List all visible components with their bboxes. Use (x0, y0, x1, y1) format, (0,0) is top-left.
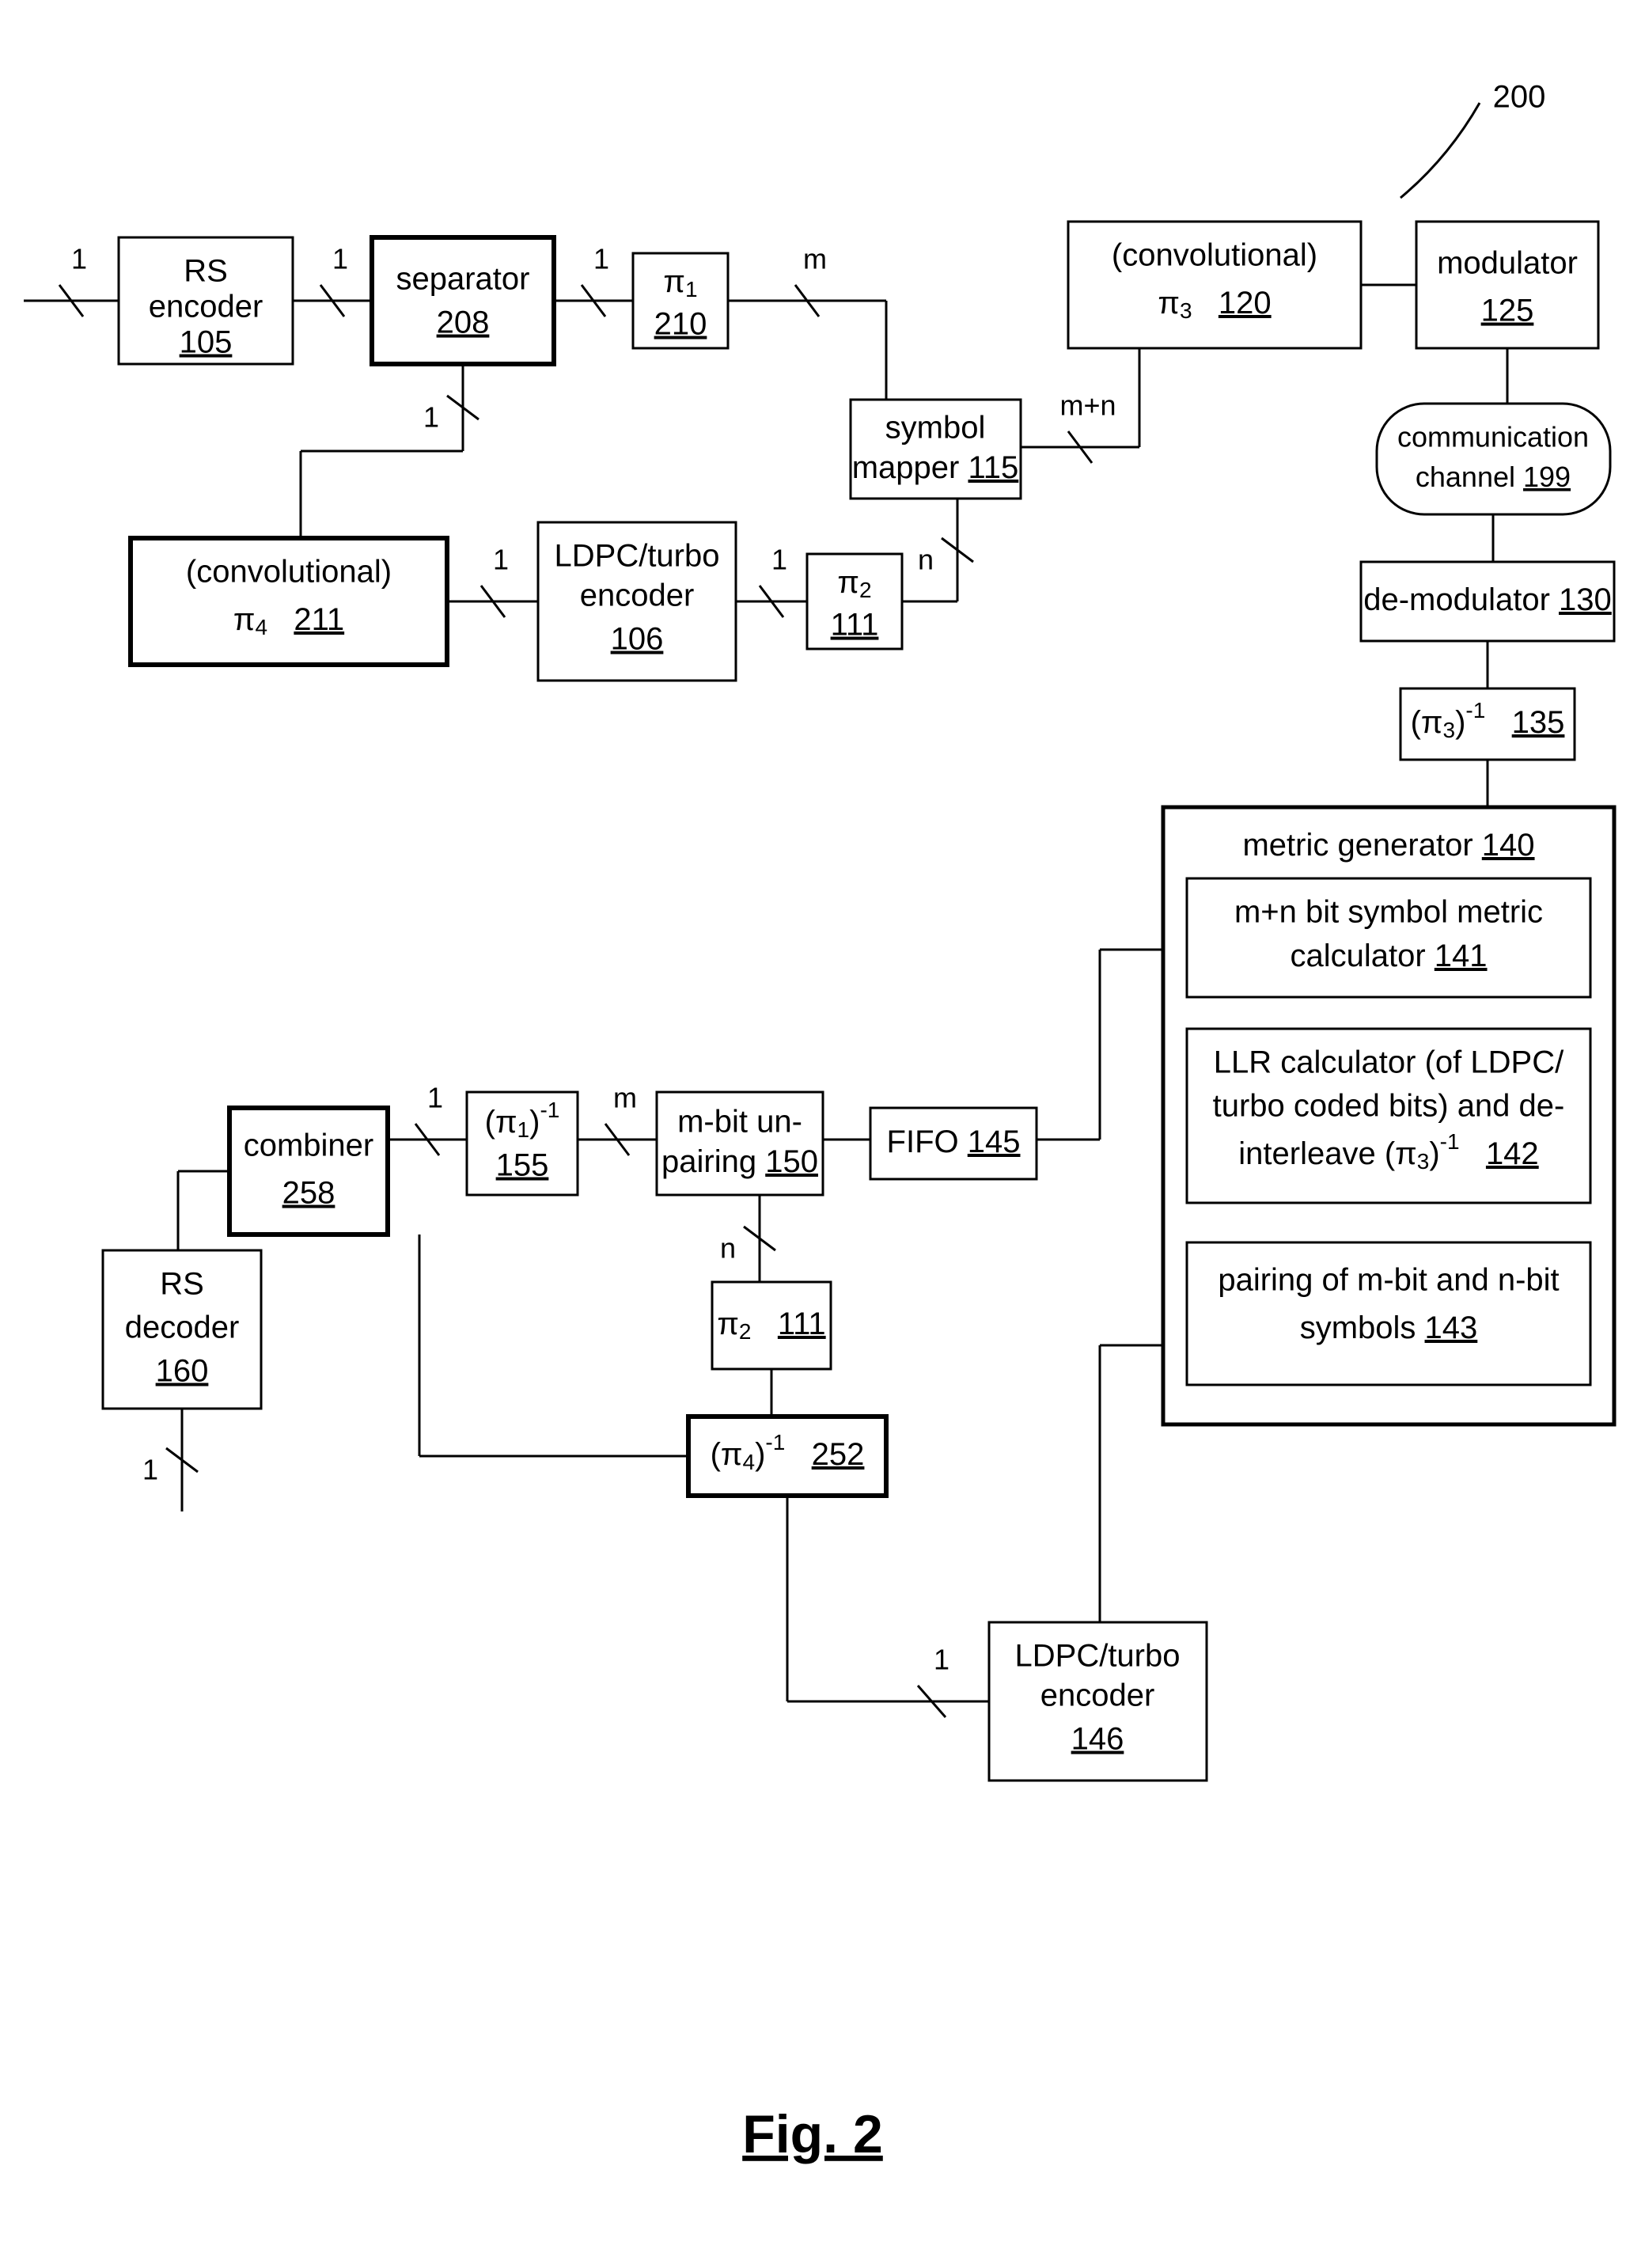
metric-generator-label: metric generator 140 (1242, 828, 1534, 863)
symbol-mapper-label2: mapper 115 (852, 450, 1019, 485)
label-200: 200 (1493, 80, 1546, 115)
ldpc-enc2-label2: encoder (1040, 1678, 1155, 1713)
unpair-label1: m-bit un- (677, 1105, 802, 1140)
combiner (229, 1108, 388, 1235)
svg-text:1: 1 (427, 1082, 443, 1114)
rs-encoder-label1: RS (184, 254, 228, 289)
demodulator-label: de-modulator 130 (1363, 582, 1612, 617)
pi1-ref: 210 (654, 307, 707, 342)
combiner-label: combiner (244, 1128, 374, 1163)
ldpc-enc-label1: LDPC/turbo (555, 539, 720, 574)
comm-channel-label1: communication (1397, 421, 1589, 453)
rs-decoder-label1: RS (160, 1267, 204, 1302)
rs-encoder-label2: encoder (149, 290, 263, 324)
conv-pi3-label: (convolutional) (1112, 238, 1317, 273)
inv-pi1-ref: 155 (496, 1148, 549, 1183)
ldpc-enc2-label1: LDPC/turbo (1015, 1639, 1181, 1674)
pairing-label1: pairing of m-bit and n-bit (1218, 1263, 1559, 1298)
modulator (1416, 222, 1598, 348)
modulator-ref: 125 (1481, 294, 1534, 328)
conv-pi4-label: (convolutional) (186, 555, 392, 590)
rs-decoder-ref: 160 (156, 1354, 209, 1389)
svg-text:1: 1 (771, 544, 787, 576)
label-200-arrow (1400, 103, 1480, 198)
pi2-ref: 111 (831, 608, 879, 643)
svg-text:1: 1 (493, 544, 509, 576)
separator-ref: 208 (437, 305, 490, 340)
mn-bit-calc-label1: m+n bit symbol metric (1234, 895, 1543, 930)
modulator-label: modulator (1437, 246, 1578, 281)
figure-caption: Fig. 2 (742, 2104, 883, 2164)
separator-label: separator (396, 262, 530, 297)
symbol-mapper-label1: symbol (885, 411, 986, 446)
svg-text:n: n (918, 544, 934, 576)
svg-text:m: m (613, 1082, 637, 1114)
ldpc-enc-label2: encoder (580, 578, 695, 613)
svg-text:1: 1 (142, 1454, 158, 1486)
fifo-label: FIFO 145 (887, 1125, 1021, 1159)
svg-text:1: 1 (593, 243, 609, 275)
svg-text:m: m (803, 243, 827, 275)
rs-decoder-label2: decoder (125, 1310, 240, 1345)
rs-encoder-ref: 105 (180, 325, 233, 360)
combiner-ref: 258 (282, 1176, 335, 1211)
ldpc-enc2-ref: 146 (1071, 1722, 1124, 1757)
svg-text:1: 1 (332, 243, 348, 275)
llr-calc-label2: turbo coded bits) and de- (1213, 1089, 1565, 1124)
svg-text:1: 1 (423, 401, 439, 434)
pairing-label2: symbols 143 (1300, 1310, 1478, 1345)
separator (372, 237, 554, 364)
svg-text:n: n (720, 1232, 736, 1265)
svg-text:m+n: m+n (1059, 389, 1116, 422)
mn-bit-calc-label2: calculator 141 (1290, 939, 1487, 973)
llr-calc-label1: LLR calculator (of LDPC/ (1214, 1045, 1564, 1080)
comm-channel-label2: channel 199 (1416, 461, 1571, 493)
unpair-label2: pairing 150 (661, 1144, 818, 1179)
ldpc-enc-ref: 106 (611, 622, 664, 657)
block-diagram: 200 1 RS encoder 105 1 separator 208 1 π… (0, 0, 1626, 2268)
edge-label-1: 1 (71, 243, 87, 275)
svg-text:1: 1 (934, 1644, 949, 1676)
